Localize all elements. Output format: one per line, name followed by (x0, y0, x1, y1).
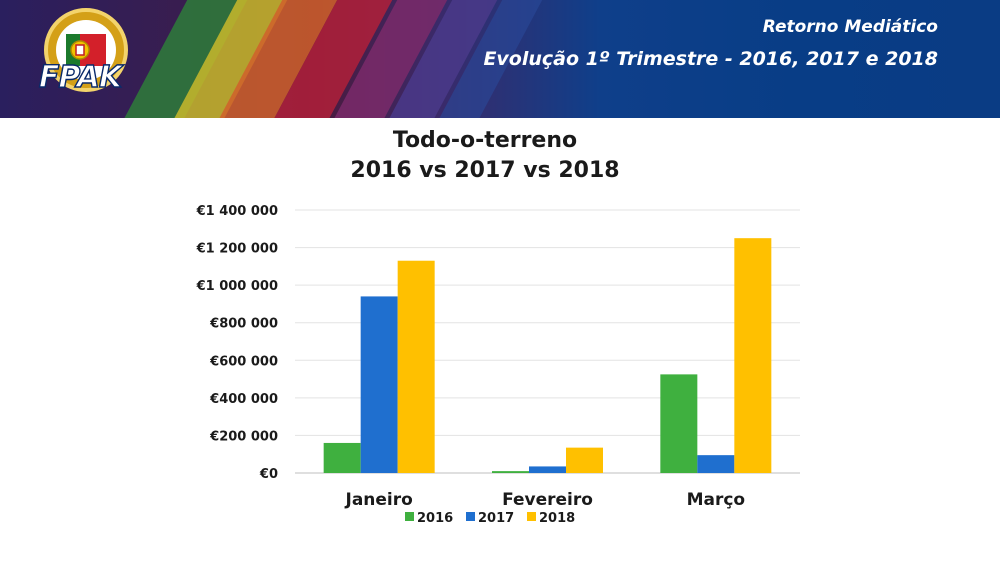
x-tick-label: Janeiro (345, 490, 413, 510)
bar-2016-1 (492, 471, 529, 473)
y-tick-label: €1 400 000 (196, 204, 278, 219)
legend-label-2018: 2018 (539, 511, 575, 526)
legend-swatch-2018 (527, 512, 536, 521)
y-tick-label: €1 200 000 (196, 242, 278, 257)
chart-title-line2: 2016 vs 2017 vs 2018 (350, 158, 620, 183)
bar-2016-0 (323, 442, 361, 473)
fpak-logo (44, 8, 128, 92)
x-tick-label: Fevereiro (502, 490, 593, 510)
chart-title: Todo-o-terreno 2016 vs 2017 vs 2018 (240, 126, 730, 186)
bar-2017-1 (529, 466, 566, 473)
y-tick-label: €200 000 (209, 429, 278, 444)
header-subtitle: Evolução 1º Trimestre - 2016, 2017 e 201… (483, 48, 938, 70)
legend-swatch-2017 (466, 512, 475, 521)
bar-2018-1 (566, 447, 603, 473)
header-title: Retorno Mediático (762, 17, 938, 37)
y-tick-label: €400 000 (209, 392, 278, 407)
legend-label-2017: 2017 (478, 511, 514, 526)
bar-2018-0 (397, 260, 435, 473)
header-banner: FPAK Retorno Mediático Evolução 1º Trime… (0, 0, 1000, 118)
bar-2016-2 (660, 374, 698, 473)
y-tick-label: €0 (259, 467, 278, 482)
fpak-logo-text: FPAK (38, 59, 123, 95)
chart-title-line1: Todo-o-terreno (392, 128, 578, 153)
bar-2017-0 (360, 296, 398, 473)
bar-2017-2 (697, 455, 735, 473)
y-tick-label: €600 000 (209, 354, 278, 369)
bar-2018-2 (734, 238, 772, 473)
y-tick-label: €1 000 000 (196, 279, 278, 294)
x-tick-label: Março (687, 490, 746, 510)
legend-swatch-2016 (405, 512, 414, 521)
header-text: Retorno Mediático Evolução 1º Trimestre … (483, 16, 938, 74)
y-tick-label: €800 000 (209, 317, 278, 332)
legend-label-2016: 2016 (417, 511, 453, 526)
